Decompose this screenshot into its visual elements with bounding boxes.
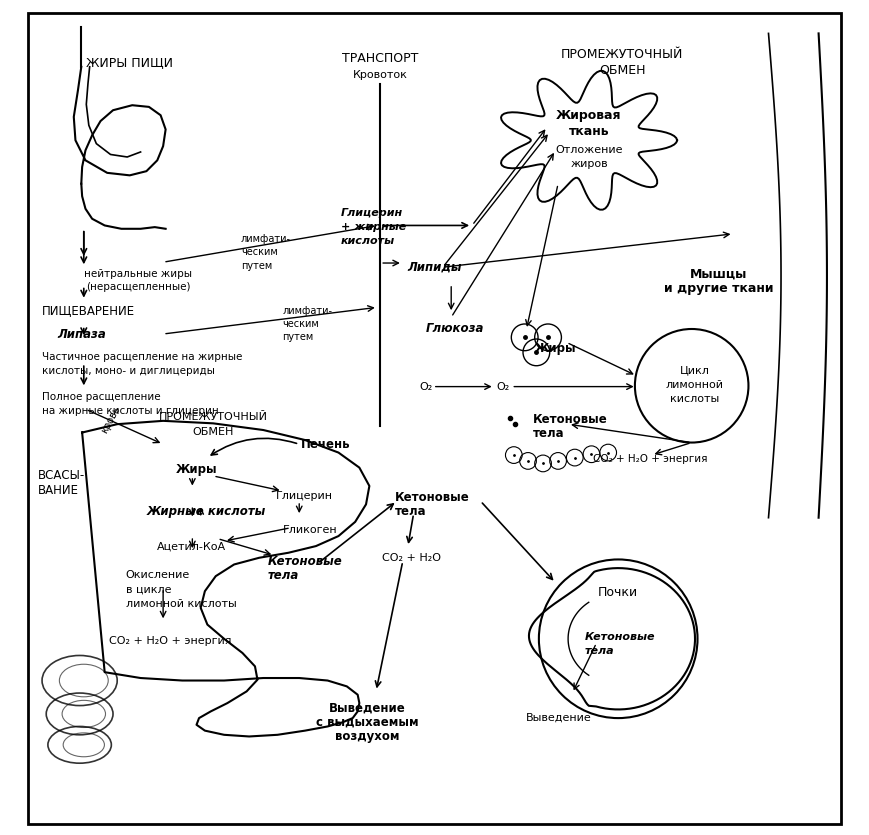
- Text: Почки: Почки: [598, 586, 638, 600]
- Text: кислоты: кислоты: [341, 236, 395, 246]
- Text: на жирные кислоты и глицерин: на жирные кислоты и глицерин: [42, 406, 219, 416]
- Text: ческим: ческим: [241, 247, 277, 257]
- Text: Глицерин: Глицерин: [275, 491, 333, 501]
- Text: ПРОМЕЖУТОЧНЫЙ: ПРОМЕЖУТОЧНЫЙ: [159, 412, 268, 423]
- Text: ОБМЕН: ОБМЕН: [599, 64, 646, 78]
- Text: Жиры: Жиры: [534, 342, 576, 355]
- Text: воздухом: воздухом: [335, 730, 400, 743]
- Text: CO₂ + H₂O: CO₂ + H₂O: [381, 553, 441, 563]
- Text: Кровоток: Кровоток: [353, 70, 408, 80]
- Text: Печень: Печень: [301, 438, 350, 451]
- Text: (нерасщепленные): (нерасщепленные): [86, 282, 190, 292]
- Text: Выведение: Выведение: [527, 713, 592, 723]
- Text: CO₂ + H₂O + энергия: CO₂ + H₂O + энергия: [594, 454, 707, 464]
- Text: Кетоновые: Кетоновые: [533, 412, 607, 426]
- Text: Глицерин: Глицерин: [341, 208, 403, 218]
- Text: CO₂ + H₂O + энергия: CO₂ + H₂O + энергия: [109, 636, 231, 646]
- Text: Ацетил-КоА: Ацетил-КоА: [157, 541, 227, 551]
- Text: ВАНИЕ: ВАНИЕ: [38, 484, 79, 498]
- Text: с выдыхаемым: с выдыхаемым: [316, 716, 419, 729]
- Text: Жирные кислоты: Жирные кислоты: [146, 504, 266, 518]
- Text: ВСАСЫ-: ВСАСЫ-: [38, 469, 85, 483]
- Text: путем: путем: [241, 261, 272, 271]
- Text: в цикле: в цикле: [125, 584, 171, 595]
- Text: жиров: жиров: [570, 159, 607, 170]
- Text: Жировая: Жировая: [556, 109, 621, 122]
- Text: O₂: O₂: [496, 382, 509, 392]
- Text: Жиры: Жиры: [176, 463, 217, 476]
- Text: ткань: ткань: [568, 124, 609, 138]
- Text: Выведение: Выведение: [329, 701, 406, 715]
- Text: Глюкоза: Глюкоза: [426, 321, 485, 335]
- Text: и другие ткани: и другие ткани: [664, 281, 773, 295]
- Text: Гликоген: Гликоген: [282, 525, 337, 535]
- Text: O₂: O₂: [420, 382, 433, 392]
- Text: ПРОМЕЖУТОЧНЫЙ: ПРОМЕЖУТОЧНЫЙ: [561, 48, 684, 61]
- Text: Липаза: Липаза: [57, 327, 106, 341]
- Text: ПИЩЕВАРЕНИЕ: ПИЩЕВАРЕНИЕ: [42, 304, 136, 317]
- Text: Кетоновые: Кетоновые: [395, 491, 470, 504]
- Text: ТРАНСПОРТ: ТРАНСПОРТ: [342, 52, 418, 65]
- Text: тела: тела: [533, 427, 565, 440]
- Text: кислоты: кислоты: [670, 394, 720, 404]
- Text: Цикл: Цикл: [680, 366, 710, 376]
- Text: нейтральные жиры: нейтральные жиры: [84, 269, 192, 279]
- Text: тела: тела: [585, 646, 614, 656]
- Text: путем: путем: [282, 332, 314, 342]
- Text: кислоты, моно- и диглицериды: кислоты, моно- и диглицериды: [42, 366, 215, 376]
- Text: Отложение: Отложение: [555, 145, 623, 155]
- Text: кровь: кровь: [99, 405, 122, 435]
- Text: Полное расщепление: Полное расщепление: [42, 392, 161, 402]
- Text: ЖИРЫ ПИЩИ: ЖИРЫ ПИЩИ: [86, 56, 173, 69]
- Text: + жирные: + жирные: [341, 222, 406, 232]
- Text: лимфати-: лимфати-: [241, 234, 291, 244]
- Text: тела: тела: [268, 569, 299, 582]
- Text: Кетоновые: Кетоновые: [268, 554, 342, 568]
- Text: Окисление: Окисление: [125, 570, 189, 580]
- Text: лимонной кислоты: лимонной кислоты: [125, 599, 236, 609]
- Text: лимонной: лимонной: [666, 380, 724, 390]
- Text: Частичное расщепление на жирные: Частичное расщепление на жирные: [42, 352, 242, 362]
- Text: Мышцы: Мышцы: [690, 267, 747, 281]
- Text: тела: тела: [395, 505, 427, 519]
- Text: Кетоновые: Кетоновые: [585, 632, 655, 642]
- Text: ческим: ческим: [282, 319, 319, 329]
- Text: Липиды: Липиды: [408, 261, 462, 274]
- Text: лимфати-: лимфати-: [282, 306, 333, 316]
- Text: ОБМЕН: ОБМЕН: [193, 427, 234, 437]
